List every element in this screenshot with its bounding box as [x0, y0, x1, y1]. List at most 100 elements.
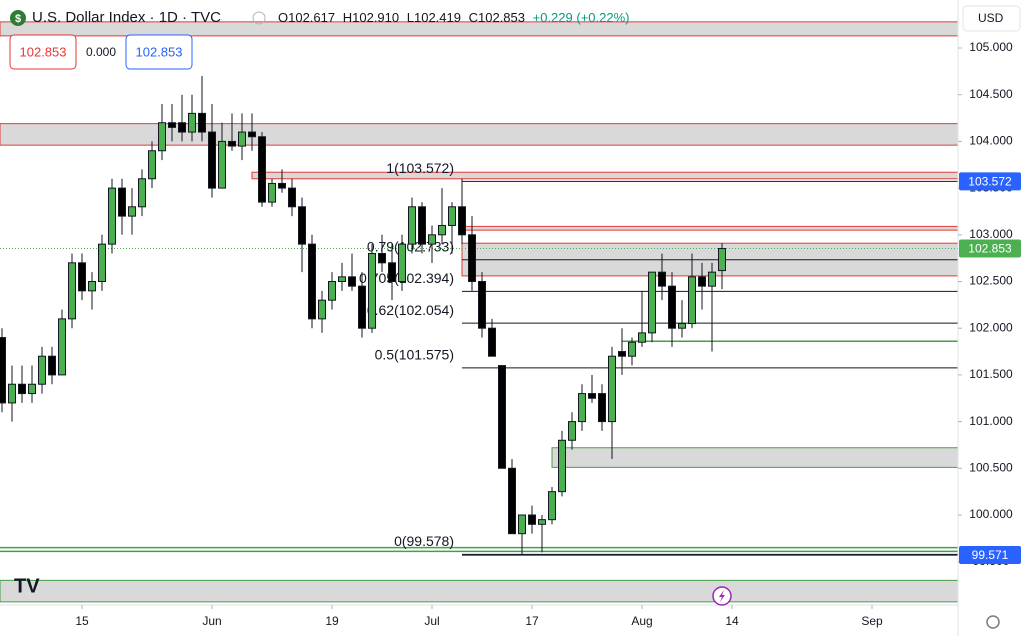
y-tick-label: 100.500 — [969, 460, 1013, 474]
chart-title[interactable]: U.S. Dollar Index · 1D · TVC — [32, 9, 221, 26]
y-tick-label: 101.500 — [969, 367, 1013, 381]
candle-body — [88, 280, 96, 292]
symbol-logo — [10, 10, 26, 26]
symbol-logo-glyph: $ — [15, 13, 21, 25]
candle-body — [608, 355, 616, 423]
candle-body — [648, 271, 656, 334]
candle-body — [158, 122, 166, 152]
price-badge-label: 102.853 — [968, 242, 1012, 256]
x-tick-label: 15 — [75, 614, 89, 628]
candle-body — [168, 122, 176, 128]
candle-body — [68, 262, 76, 320]
buy-button[interactable] — [125, 34, 193, 70]
candle-body — [198, 112, 206, 133]
sell-price[interactable]: 102.853 — [20, 44, 67, 59]
candle-body — [288, 187, 296, 208]
fib-label: 0.5(101.575) — [375, 347, 454, 363]
price-badge — [959, 546, 1021, 565]
candle-body — [598, 393, 606, 423]
candle-body — [588, 393, 596, 399]
candle-body — [448, 206, 456, 226]
candle-body — [18, 383, 26, 395]
y-tick-label: 100.000 — [969, 507, 1013, 521]
candle-body — [688, 276, 696, 325]
candle-body — [428, 234, 436, 245]
price-badge-label: 99.571 — [972, 548, 1009, 562]
candle-body — [178, 122, 186, 133]
candle-body — [628, 341, 636, 357]
candle-body — [298, 206, 306, 245]
x-tick-label: 19 — [325, 614, 339, 628]
candle-body — [548, 491, 556, 521]
sell-button[interactable] — [9, 34, 77, 70]
candle-body — [468, 234, 476, 282]
candle-body — [388, 262, 396, 282]
candle-body — [578, 393, 586, 423]
candle-body — [328, 280, 336, 301]
tv-logo[interactable]: TV — [14, 575, 40, 597]
candle-body — [458, 206, 466, 236]
currency-label[interactable]: USD — [978, 11, 1004, 25]
candle-body — [398, 243, 406, 282]
y-tick-label: 101.000 — [969, 414, 1013, 428]
candle-body — [208, 131, 216, 189]
candle-body — [348, 276, 356, 287]
zone — [461, 225, 959, 231]
price-badge — [959, 239, 1021, 258]
price-badge — [959, 172, 1021, 191]
price-badge-label: 103.572 — [968, 175, 1012, 189]
candle-body — [278, 182, 286, 189]
ohlc-legend: O102.617 H102.910 L102.419 C102.853 +0.2… — [278, 10, 629, 25]
candle-body — [668, 285, 676, 329]
candle-body — [378, 252, 386, 264]
candle-body — [498, 365, 506, 469]
fib-label: 0.705(102.394) — [359, 270, 454, 286]
y-tick-label: 105.000 — [969, 40, 1013, 54]
fib-label: 0(99.578) — [394, 533, 454, 549]
candle-body — [618, 351, 626, 357]
y-tick-label: 104.500 — [969, 87, 1013, 101]
candle-body — [248, 131, 256, 138]
candle-body — [678, 323, 686, 329]
open-value: O102.617 — [278, 10, 335, 25]
candle-body — [718, 248, 726, 272]
candle-body — [38, 355, 46, 385]
candle-body — [308, 243, 316, 320]
spread: 0.000 — [86, 45, 116, 59]
candle-body — [48, 355, 56, 376]
candle-body — [438, 224, 446, 236]
candle-body — [8, 383, 16, 404]
zone — [551, 447, 959, 468]
zone — [251, 171, 959, 180]
candle-body — [538, 519, 546, 525]
high-value: H102.910 — [343, 10, 399, 25]
candle-body — [478, 280, 486, 329]
buy-price[interactable]: 102.853 — [136, 44, 183, 59]
candle-body — [108, 187, 116, 245]
candle-body — [708, 271, 716, 287]
fib-label: 1(103.572) — [386, 160, 454, 176]
x-tick-label: 17 — [525, 614, 539, 628]
low-value: L102.419 — [407, 10, 461, 25]
candle-body — [148, 150, 156, 180]
candle-body — [558, 439, 566, 493]
candle-body — [188, 112, 196, 133]
fib-label: 0.62(102.054) — [367, 302, 454, 318]
candle-body — [58, 318, 66, 376]
y-tick-label: 103.000 — [969, 227, 1013, 241]
candle-body — [338, 276, 346, 282]
candle-body — [658, 271, 666, 287]
x-tick-label: Jul — [424, 614, 439, 628]
visibility-toggle[interactable] — [252, 11, 266, 25]
candle-body — [418, 206, 426, 245]
currency-select[interactable] — [962, 5, 1021, 32]
x-tick-label: Sep — [861, 614, 883, 628]
candle-body — [0, 337, 6, 404]
candle-body — [318, 299, 326, 320]
y-tick-label: 102.500 — [969, 274, 1013, 288]
settings-button[interactable] — [986, 615, 1000, 629]
candle-body — [138, 178, 146, 208]
zone — [0, 579, 959, 603]
candle-body — [568, 421, 576, 441]
